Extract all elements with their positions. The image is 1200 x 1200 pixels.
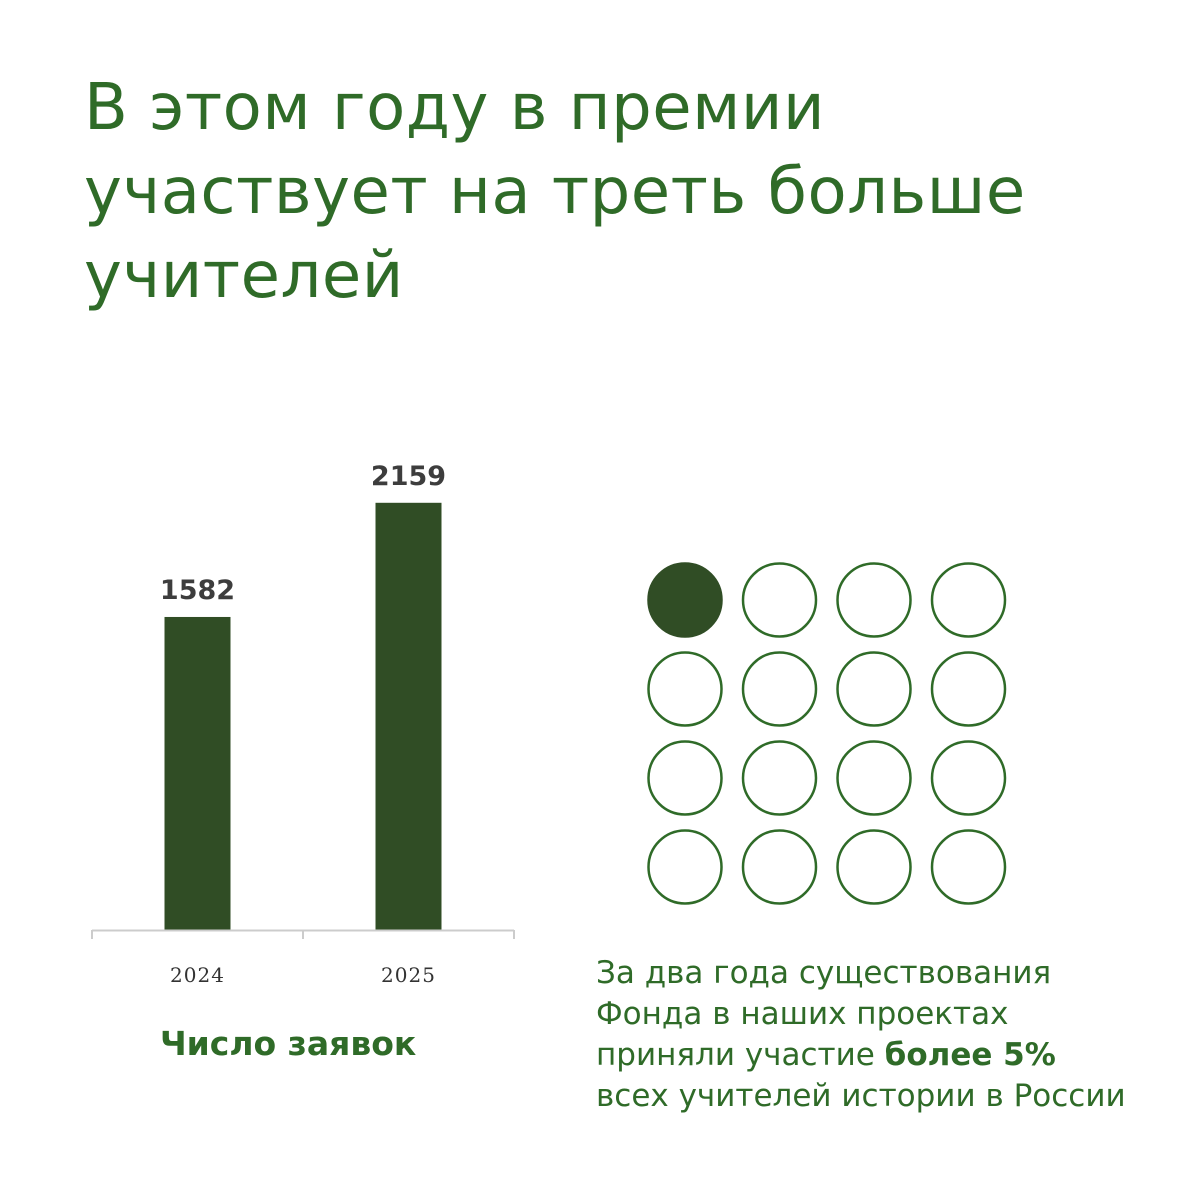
bar-2024 xyxy=(164,616,231,930)
empty-dot xyxy=(741,651,818,727)
note-highlight: более 5% xyxy=(884,1037,1056,1073)
note-line-1: За два года существования xyxy=(596,955,1052,991)
filled-dot xyxy=(647,562,723,638)
empty-dot xyxy=(647,740,723,816)
tick-label-2024: 2024 xyxy=(170,963,225,987)
empty-dot xyxy=(836,829,912,905)
bars-layer: 1582 2159 xyxy=(160,461,446,930)
empty-dot xyxy=(741,829,818,905)
empty-dot xyxy=(930,562,1007,638)
note-line-3-prefix: приняли участие xyxy=(596,1037,885,1073)
note-line-2: Фонда в наших проектах xyxy=(596,996,1009,1032)
teachers-share-note: За два года существования Фонда в наших … xyxy=(596,953,1186,1117)
empty-dot xyxy=(647,829,723,905)
empty-dot xyxy=(836,651,912,727)
empty-dot xyxy=(741,740,818,816)
headline-line-2: участвует на треть больше xyxy=(84,155,1026,229)
empty-dot xyxy=(741,562,818,638)
note-line-4: всех учителей истории в России xyxy=(596,1078,1126,1114)
headline-line-3: учителей xyxy=(84,239,404,313)
headline: В этом году в премии участвует на треть … xyxy=(84,66,1144,318)
empty-dot xyxy=(930,740,1007,816)
empty-dot xyxy=(836,740,912,816)
empty-dot xyxy=(930,829,1007,905)
value-label-2024: 1582 xyxy=(160,575,235,606)
empty-dot xyxy=(930,651,1007,727)
empty-dot xyxy=(836,562,912,638)
headline-line-1: В этом году в премии xyxy=(84,71,826,145)
x-axis-label: Число заявок xyxy=(160,1024,417,1063)
value-label-2025: 2159 xyxy=(371,461,446,492)
x-axis: 2024 2025 xyxy=(91,929,515,987)
bar-2025 xyxy=(375,502,442,930)
note-line-3: приняли участие более 5% xyxy=(596,1035,1186,1076)
dot-grid xyxy=(647,562,1007,905)
empty-dot xyxy=(647,651,723,727)
tick-label-2025: 2025 xyxy=(381,963,436,987)
